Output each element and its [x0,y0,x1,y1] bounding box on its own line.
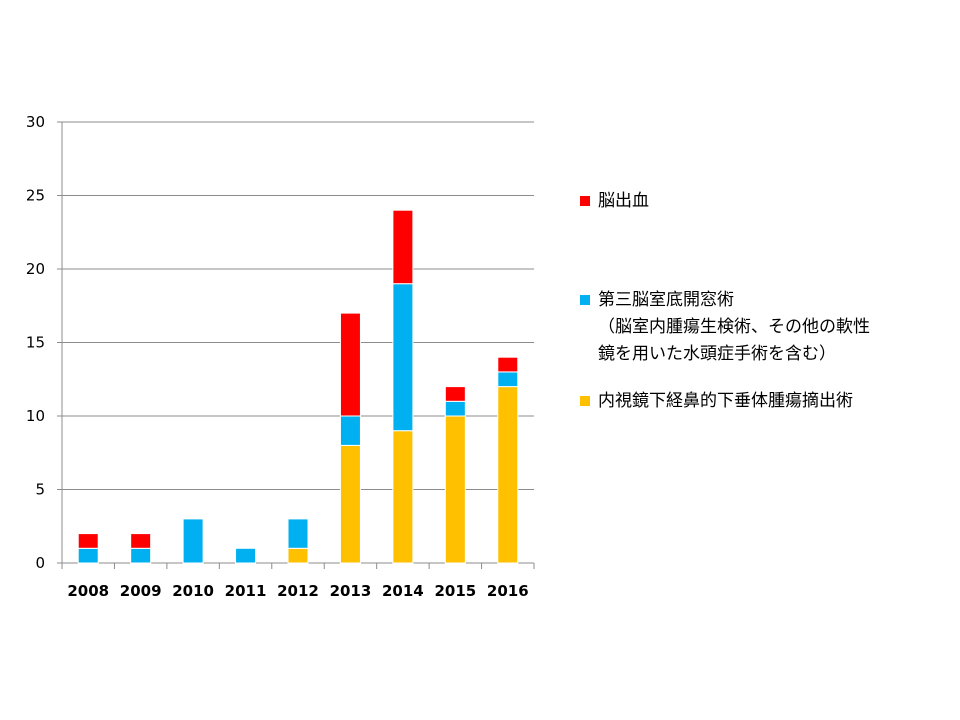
bar-segment [287,518,309,549]
bar-segment [339,312,361,417]
y-tick-label: 10 [26,407,45,425]
bars [77,209,519,564]
bar-segment [392,209,414,285]
y-tick-label: 25 [26,187,45,205]
bar-segment [130,547,152,564]
bar-segment [182,518,204,564]
legend-label: 内視鏡下経鼻的下垂体腫瘍摘出術 [598,388,853,415]
bar-segment [287,547,309,564]
x-tick-label: 2011 [225,582,267,600]
legend-label-line: 内視鏡下経鼻的下垂体腫瘍摘出術 [598,391,853,411]
legend-label: 第三脳室底開窓術 （脳室内腫瘍生検術、その他の軟性 鏡を用いた水頭症手術を含む） [598,287,870,368]
bar-segment [77,533,99,549]
legend-swatch [580,196,590,206]
bar-segment [444,415,466,564]
legend-item-transsphenoidal-surgery: 内視鏡下経鼻的下垂体腫瘍摘出術 [580,388,853,415]
x-tick-label: 2009 [120,582,162,600]
y-tick-label: 20 [26,260,45,278]
x-tick-label: 2010 [172,582,214,600]
bar-segment [392,283,414,432]
bar-segment [444,400,466,417]
bar-segment [497,386,519,564]
legend-label-line: （脳室内腫瘍生検術、その他の軟性 [598,317,870,337]
legend-swatch [580,295,590,305]
bar-segment [77,547,99,564]
x-tick-label: 2016 [487,582,529,600]
y-tick-label: 30 [26,113,45,131]
legend-item-brain-hemorrhage: 脳出血 [580,188,649,215]
bar-segment [235,547,257,564]
legend-item-third-ventriculostomy: 第三脳室底開窓術 （脳室内腫瘍生検術、その他の軟性 鏡を用いた水頭症手術を含む） [580,287,870,368]
x-tick-label: 2012 [277,582,319,600]
y-tick-label: 15 [26,334,45,352]
x-tick-label: 2008 [67,582,109,600]
bar-segment [497,371,519,388]
bar-segment [339,444,361,564]
legend-label: 脳出血 [598,188,649,215]
legend-swatch [580,396,590,406]
bar-segment [497,356,519,373]
bar-segment [444,386,466,402]
y-tick-label: 0 [35,554,45,572]
x-tick-label: 2014 [382,582,424,600]
bar-segment [392,430,414,564]
x-tick-label: 2015 [434,582,476,600]
bar-segment [130,533,152,549]
x-tick-label: 2013 [330,582,372,600]
legend-label-line: 鏡を用いた水頭症手術を含む） [598,344,836,364]
legend-label-line: 脳出血 [598,191,649,211]
legend: 脳出血 第三脳室底開窓術 （脳室内腫瘍生検術、その他の軟性 鏡を用いた水頭症手術… [580,0,950,720]
tick-labels: 0 5 10 15 20 25 30 2008 2009 2010 2011 2012 2013 2014… [26,113,529,600]
legend-label-line: 第三脳室底開窓術 [598,290,734,310]
bar-segment [339,415,361,446]
y-tick-label: 5 [35,481,45,499]
